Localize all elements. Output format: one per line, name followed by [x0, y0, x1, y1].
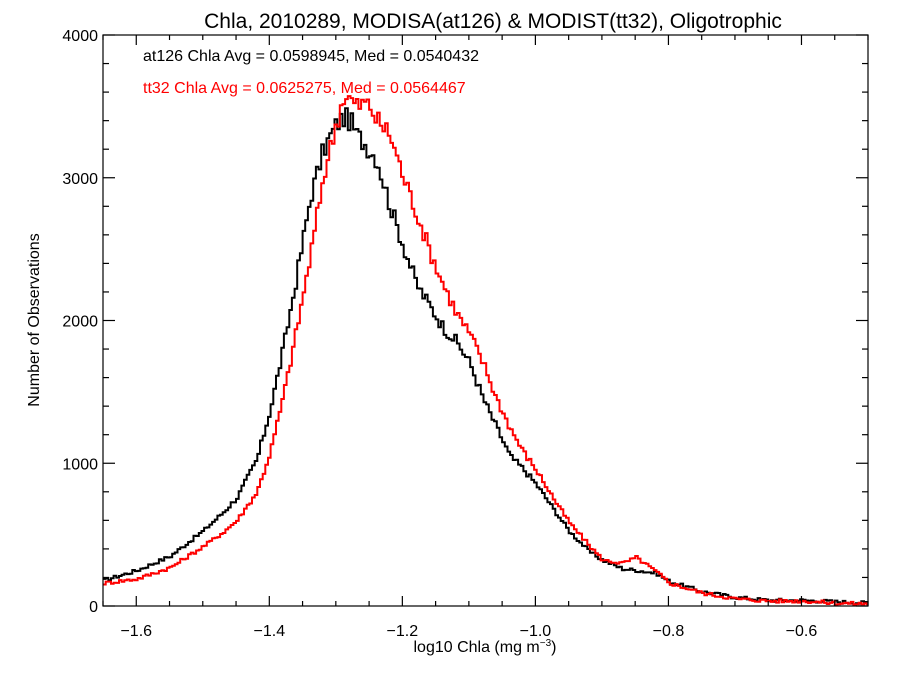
x-tick-label: −0.6: [786, 623, 818, 640]
y-axis-label: Number of Observations: [26, 233, 43, 406]
x-axis-label-main: log10 Chla (mg m: [413, 639, 539, 656]
chart-title: Chla, 2010289, MODISA(at126) & MODIST(tt…: [204, 10, 782, 33]
annotation-tt32: tt32 Chla Avg = 0.0625275, Med = 0.05644…: [143, 80, 466, 97]
annotation-at126: at126 Chla Avg = 0.0598945, Med = 0.0540…: [143, 48, 479, 65]
y-tick-label: 3000: [62, 171, 98, 188]
x-tick-label: −1.2: [387, 623, 419, 640]
series-line-tt32: [103, 95, 868, 606]
x-tick-label: −1.6: [120, 623, 152, 640]
x-axis-label: log10 Chla (mg m−3): [413, 638, 556, 656]
series-layer: [103, 95, 868, 606]
x-axis-label-superscript: −3: [540, 638, 552, 649]
y-tick-label: 1000: [62, 456, 98, 473]
series-line-at126: [103, 107, 868, 606]
y-tick-label: 0: [89, 599, 98, 616]
y-tick-label: 2000: [62, 314, 98, 331]
tick-layer: −1.6 −1.4 −1.2 −1.0 −0.8 −0.6 0 1000 2000 3000 400…: [62, 28, 869, 640]
x-tick-label: −1.4: [254, 623, 286, 640]
x-tick-label: −1.0: [520, 623, 552, 640]
x-tick-label: −0.8: [653, 623, 685, 640]
x-axis-label-close: ): [551, 639, 556, 656]
y-tick-label: 4000: [62, 28, 98, 45]
